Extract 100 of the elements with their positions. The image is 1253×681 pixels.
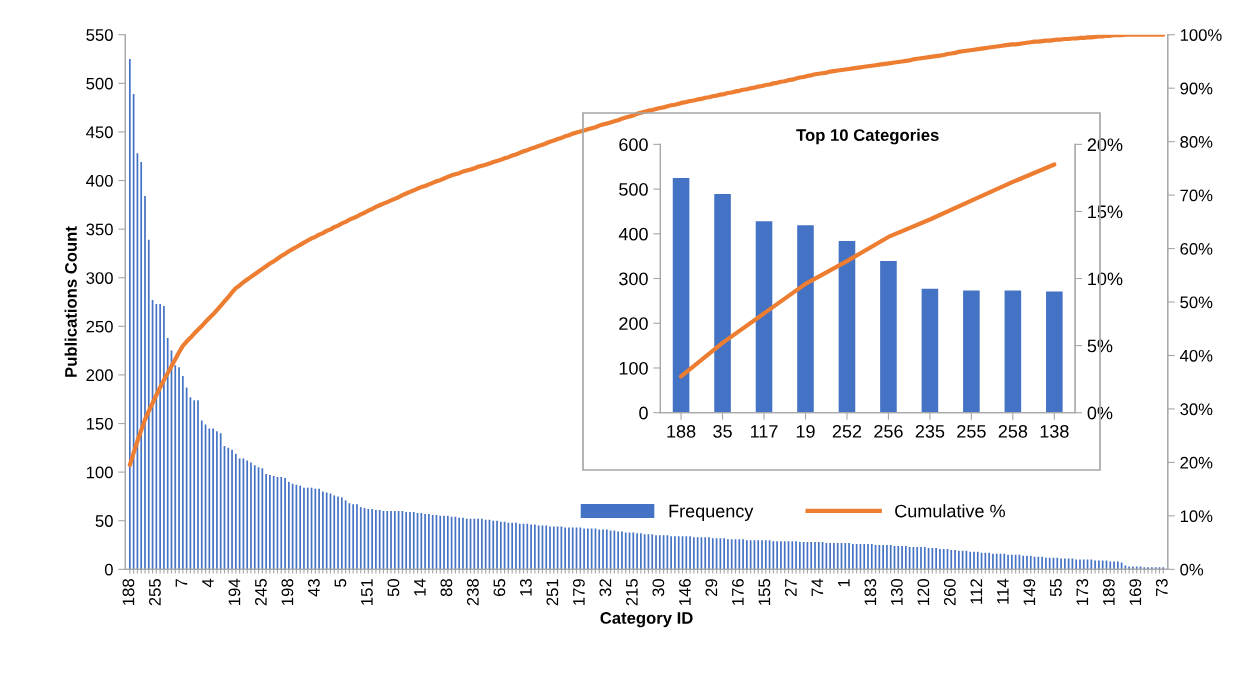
x-tick-label: 235 [915,424,945,438]
x-tick-label: 55 [1050,579,1062,597]
x-tick-label: 260 [943,578,956,606]
y2-tick-label: 5% [1087,339,1113,353]
x-tick-label: 19 [796,424,815,438]
y-tick-label: 500 [619,183,648,196]
x-tick-label: 183 [864,579,877,605]
y2-tick-label: 60% [1180,242,1213,255]
y-tick-label: 200 [86,369,113,382]
bar [714,194,731,413]
x-tick-label: 43 [308,579,320,597]
x-tick-label: 30 [652,578,665,597]
y2-tick-label: 0% [1180,563,1204,576]
y-tick-label: 50 [95,515,113,527]
x-tick-label: 169 [1129,579,1142,605]
x-tick-label: 5 [334,579,347,587]
x-tick-label: 14 [414,578,426,596]
x-tick-label: 29 [705,579,718,597]
y-axis-title: Publications Count [64,226,77,377]
bar [838,240,856,413]
bar [1046,291,1063,413]
y-tick-label: 500 [86,77,113,90]
x-tick-label: 117 [751,425,778,438]
x-tick-label: 179 [572,579,585,605]
chart-title: Top 10 Categories [796,128,939,145]
x-tick-label: 50 [387,578,400,597]
y-tick-label: 250 [86,320,113,333]
x-tick-label: 173 [1076,579,1089,605]
y2-tick-label: 50% [1180,296,1213,309]
x-tick-label: 4 [202,578,214,588]
legend-label: Frequency [669,504,754,521]
x-tick-label: 252 [832,424,862,438]
x-tick-label: 256 [874,424,903,438]
x-tick-label: 65 [493,579,506,597]
y2-tick-label: 10% [1088,272,1123,286]
bar [880,261,897,413]
y2-tick-label: 30% [1180,403,1213,416]
x-tick-label: 1 [838,579,850,587]
y-tick-label: 100 [619,361,648,375]
x-tick-label: 258 [998,424,1028,438]
x-tick-label: 130 [890,578,903,605]
y2-tick-label: 0% [1087,406,1113,420]
x-axis-title: Category ID [600,612,693,628]
y-tick-label: 400 [618,227,648,241]
x-tick-label: 114 [997,578,1009,604]
x-tick-label: 188 [122,579,135,605]
x-tick-label: 146 [678,579,691,605]
y2-tick-label: 100% [1180,29,1222,41]
x-tick-label: 27 [784,579,797,597]
y-tick-label: 300 [619,272,648,286]
x-tick-label: 215 [625,579,638,606]
x-tick-label: 238 [466,579,479,606]
y-tick-label: 600 [619,138,648,152]
y2-tick-label: 80% [1180,136,1213,148]
x-tick-label: 149 [1023,579,1036,605]
x-tick-label: 194 [228,578,241,605]
line-series [127,34,1166,468]
x-tick-label: 155 [758,579,771,605]
x-tick-label: 35 [713,424,732,438]
x-tick-label: 189 [1102,579,1115,605]
bar [755,221,773,413]
x-tick-label: 74 [811,578,824,597]
y2-tick-label: 70% [1180,189,1213,202]
y-tick-label: 0 [639,406,648,420]
y2-tick-label: 90% [1180,82,1213,95]
x-tick-label: 88 [440,579,453,597]
bar [963,290,980,413]
bar [797,225,814,413]
y2-tick-label: 20% [1180,456,1213,469]
x-tick-label: 32 [599,579,612,597]
bar [921,288,939,413]
x-tick-label: 245 [255,579,267,606]
x-tick-label: 188 [667,424,696,438]
y-tick-label: 150 [86,417,113,430]
x-tick-label: 151 [361,579,373,605]
y-tick-label: 450 [86,126,113,139]
legend-label: Cumulative % [895,504,1005,518]
x-tick-label: 251 [546,579,559,606]
x-tick-label: 73 [1155,579,1168,597]
y-tick-label: 550 [86,29,113,41]
x-tick-label: 176 [731,579,744,605]
y2-tick-label: 10% [1180,510,1213,523]
y-tick-label: 350 [86,223,113,236]
line-series [678,162,1057,379]
y-tick-label: 100 [86,466,113,479]
x-tick-label: 138 [1040,424,1069,438]
x-tick-label: 13 [519,579,532,596]
y-tick-label: 0 [104,563,113,576]
y-tick-label: 400 [86,174,113,187]
x-tick-label: 120 [917,578,930,605]
y2-tick-label: 15% [1088,205,1123,219]
x-tick-label: 255 [957,424,986,438]
y-tick-label: 200 [619,317,648,330]
x-tick-label: 112 [970,579,983,604]
x-tick-label: 7 [175,579,188,587]
bar [1004,290,1022,413]
bar [672,177,690,413]
y-tick-label: 300 [86,272,113,284]
x-tick-label: 198 [281,579,294,605]
y2-tick-label: 20% [1087,138,1123,152]
